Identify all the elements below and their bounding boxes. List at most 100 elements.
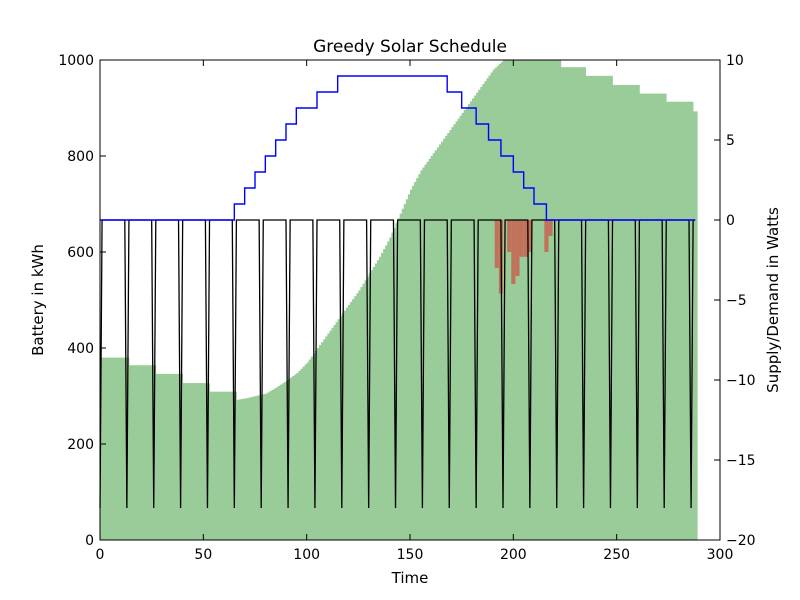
battery-bar	[331, 327, 334, 540]
battery-bar	[517, 60, 520, 540]
y-tick-label-right: −20	[726, 533, 756, 549]
plot-lines	[99, 75, 696, 509]
battery-bar	[131, 365, 134, 540]
battery-bar	[403, 204, 407, 540]
y-tick-label-left: 600	[67, 245, 94, 261]
battery-bar	[432, 153, 436, 540]
battery-bar	[562, 67, 566, 540]
battery-bar	[137, 365, 140, 540]
battery-bar	[166, 373, 169, 540]
battery-bar	[463, 109, 467, 541]
battery-bar	[424, 164, 427, 540]
battery-bar	[193, 383, 196, 540]
battery-bar	[157, 373, 161, 540]
battery-bar	[494, 67, 498, 541]
battery-bar	[653, 93, 657, 540]
battery-bar	[300, 368, 303, 540]
y-tick-label-right: 10	[726, 53, 744, 69]
battery-bar	[176, 373, 179, 540]
battery-bar	[329, 330, 332, 540]
battery-bar	[515, 60, 518, 540]
battery-bar	[376, 260, 380, 540]
battery-bar	[221, 391, 225, 540]
battery-bar	[335, 322, 339, 540]
y-axis-label-left: Battery in kWh	[29, 244, 47, 356]
battery-bar	[116, 357, 119, 540]
battery-bar	[577, 67, 580, 540]
battery-bar	[242, 398, 246, 540]
battery-bar	[612, 84, 615, 541]
deficit-bar	[519, 220, 524, 257]
battery-bar	[236, 399, 239, 540]
battery-bar	[682, 101, 686, 540]
battery-bar	[407, 194, 411, 540]
battery-bar	[145, 365, 148, 540]
battery-bar	[548, 60, 551, 540]
battery-bar	[507, 60, 510, 540]
battery-bar	[250, 396, 254, 540]
battery-bar	[674, 101, 677, 540]
battery-bar	[343, 310, 347, 540]
battery-bar	[184, 383, 188, 540]
battery-bars	[100, 60, 698, 541]
battery-bar	[133, 365, 136, 540]
battery-bar	[302, 366, 305, 540]
battery-bar	[416, 178, 419, 540]
battery-bar	[306, 362, 310, 540]
demand-line	[99, 219, 696, 509]
deficit-bar	[515, 220, 520, 276]
battery-bar	[283, 381, 287, 540]
battery-bar	[560, 67, 564, 540]
battery-bar	[267, 392, 270, 540]
battery-bar	[645, 93, 649, 540]
y-tick-label-left: 400	[67, 341, 94, 357]
battery-bar	[354, 296, 357, 540]
battery-bar	[492, 69, 496, 540]
battery-bar	[174, 373, 177, 540]
battery-bar	[226, 391, 229, 540]
battery-bar	[579, 67, 582, 540]
battery-bar	[209, 391, 212, 540]
y-axis-label-right: Supply/Demand in Watts	[764, 207, 782, 393]
battery-bar	[519, 60, 522, 540]
battery-bar	[631, 84, 634, 541]
battery-bar	[327, 333, 330, 540]
battery-bar	[438, 144, 442, 541]
battery-bar	[217, 391, 221, 540]
battery-bar	[550, 60, 553, 540]
battery-bar	[352, 299, 355, 540]
battery-bar	[195, 383, 198, 540]
battery-bar	[397, 218, 401, 540]
battery-bar	[308, 359, 312, 540]
battery-bar	[114, 357, 117, 540]
battery-bar	[389, 237, 392, 540]
battery-bar	[544, 60, 547, 540]
battery-bar	[633, 84, 636, 541]
battery-bar	[672, 101, 675, 540]
battery-bar	[118, 357, 122, 540]
battery-bar	[294, 374, 297, 540]
battery-bar	[428, 158, 432, 540]
battery-bar	[465, 107, 469, 540]
battery-bar	[546, 60, 549, 540]
battery-bar	[224, 391, 227, 540]
battery-bar	[523, 60, 527, 540]
battery-bar	[478, 89, 481, 540]
battery-bar	[360, 287, 363, 540]
battery-bar	[490, 72, 494, 540]
battery-bar	[686, 101, 690, 540]
x-tick-label: 150	[397, 547, 424, 563]
y-tick-label-right: −5	[726, 293, 747, 309]
battery-bar	[110, 357, 113, 540]
battery-bar	[370, 270, 374, 540]
x-axis-label: Time	[391, 569, 429, 587]
battery-bar	[323, 339, 326, 540]
battery-bar	[399, 213, 403, 540]
battery-bar	[228, 391, 231, 540]
battery-bar	[168, 373, 171, 540]
y-tick-label-left: 800	[67, 149, 94, 165]
battery-bar	[660, 93, 663, 540]
battery-bar	[575, 67, 578, 540]
battery-bar	[585, 75, 589, 540]
battery-bar	[298, 370, 301, 540]
